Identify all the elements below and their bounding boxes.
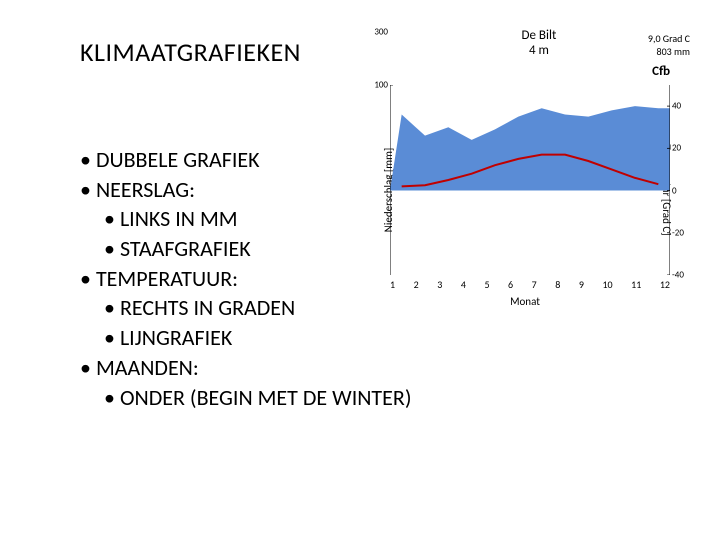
x-axis-label: Monat [350, 295, 700, 308]
x-tick: 3 [437, 278, 442, 291]
bullet-item: MAANDEN: [80, 353, 412, 383]
x-tick: 4 [461, 278, 466, 291]
y-left-tick: 300 [374, 27, 388, 38]
y-right-tick: 20 [672, 143, 681, 154]
x-ticks: 123456789101112 [390, 278, 670, 291]
y-right-tick: 0 [672, 185, 677, 196]
x-tick: 8 [555, 278, 560, 291]
x-tick: 6 [508, 278, 513, 291]
bullet-item: LIJNGRAFIEK [104, 323, 412, 353]
x-tick: 11 [631, 278, 641, 291]
x-tick: 5 [484, 278, 489, 291]
page-title: KLIMAATGRAFIEKEN [80, 36, 301, 68]
plot-area [390, 85, 670, 275]
y-left-tick: 100 [374, 80, 388, 91]
climate-chart: De Bilt 4 m 9,0 Grad C 803 mm Cfb Nieder… [350, 28, 700, 308]
y-left-ticks: 100300 [366, 85, 388, 275]
precip-area [390, 106, 670, 190]
chart-location: De Bilt 4 m [430, 28, 648, 58]
y-right-tick: -20 [672, 227, 684, 238]
y-right-tick: -40 [672, 270, 684, 281]
chart-classification: Cfb [350, 64, 700, 79]
x-tick: 12 [660, 278, 670, 291]
x-tick: 9 [579, 278, 584, 291]
x-tick: 2 [414, 278, 419, 291]
x-tick: 1 [390, 278, 395, 291]
y-right-ticks: -40-2002040 [672, 85, 692, 275]
y-right-tick: 40 [672, 101, 681, 112]
x-tick: 7 [532, 278, 537, 291]
chart-summary: 9,0 Grad C 803 mm [648, 32, 690, 58]
x-tick: 10 [602, 278, 612, 291]
bullet-item: ONDER (BEGIN MET DE WINTER) [104, 383, 412, 413]
